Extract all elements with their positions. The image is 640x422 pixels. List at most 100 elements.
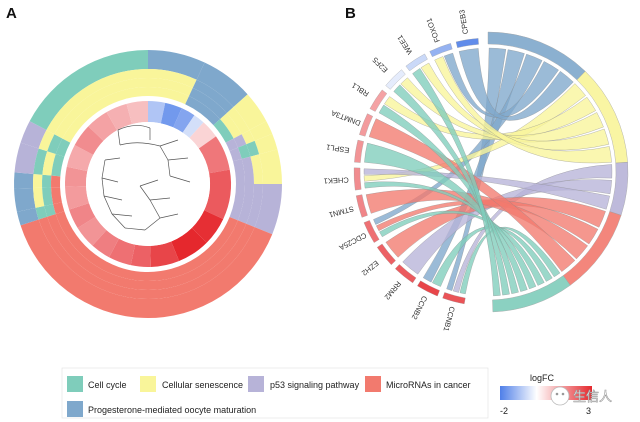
gene-sector	[395, 264, 417, 284]
pathway-annotation-cell	[220, 113, 242, 139]
gene-label: E2F5	[371, 55, 390, 74]
dendrogram-branch	[101, 159, 106, 179]
logfc-heat-cell	[69, 203, 96, 228]
dendrogram-branch	[149, 199, 161, 219]
gene-label: STMN1	[328, 204, 355, 219]
panel-label-b: B	[345, 5, 356, 22]
pathway-annotation-cell	[54, 78, 148, 139]
dendrogram-branch	[103, 195, 123, 201]
gene-label: WEE1	[395, 33, 414, 56]
dendrogram-branch	[117, 129, 121, 146]
gene-label: CCNB2	[410, 294, 430, 321]
wechat-icon-eye	[555, 392, 559, 396]
gene-label: RRM2	[383, 279, 403, 301]
pathway-annotation-cell	[233, 158, 245, 184]
pathway-annotation-cell	[42, 187, 54, 207]
pathway-annotation-cell	[249, 121, 273, 141]
legend-swatch-cell-cycle	[67, 376, 83, 392]
chord-link	[364, 142, 528, 292]
pathway-annotation-cell	[250, 154, 263, 184]
pathway-annotation-cell	[53, 202, 65, 214]
dendrogram-branch	[101, 177, 105, 197]
logfc-heat-cell	[92, 230, 119, 258]
gene-sector	[359, 113, 373, 137]
colorbar-min: -2	[500, 406, 508, 416]
gene-sector	[429, 43, 453, 57]
legend: Cell cycle Cellular senescence p53 signa…	[61, 367, 489, 419]
pathway-annotation-cell	[51, 175, 61, 188]
pathway-annotation-cell	[241, 130, 255, 145]
logfc-heat-cell	[173, 108, 195, 133]
pathway-annotation-cell	[33, 173, 43, 189]
chord-link	[378, 104, 519, 294]
pathway-annotation-cell	[47, 213, 247, 290]
pathway-annotation-cell	[20, 121, 47, 149]
gene-label: FOXO1	[424, 17, 442, 44]
pathway-annotation-cell	[55, 211, 238, 281]
wechat-icon-eye	[561, 392, 565, 396]
gene-label: EZH2	[360, 259, 381, 278]
dendrogram-branch	[149, 197, 171, 201]
dendrogram-branch	[111, 213, 126, 229]
colorbar-max: 3	[586, 406, 591, 416]
colorbar-title: logFC	[530, 373, 555, 383]
pathway-annotation-cell	[259, 149, 282, 184]
pathway-annotation-cell	[148, 69, 197, 88]
logfc-heat-cell	[189, 122, 216, 149]
pathway-annotation-cell	[241, 156, 254, 184]
chord-link	[420, 62, 610, 151]
pathway-annotation-cell	[51, 187, 62, 205]
pathway-annotation-cell	[62, 87, 149, 143]
logfc-heat-cell	[171, 227, 207, 261]
gene-sector	[385, 69, 406, 90]
pathway-annotation-cell	[44, 204, 56, 217]
dendrogram-branch	[139, 179, 159, 187]
logfc-heat-cell	[65, 186, 90, 210]
gene-label: CDC25A	[338, 231, 368, 252]
logfc-heat-cell	[191, 210, 224, 243]
dendrogram-branch	[124, 227, 146, 231]
pathway-annotation-cell	[225, 138, 238, 152]
legend-label-p53: p53 signaling pathway	[270, 380, 360, 390]
pathway-annotation-cell	[237, 144, 251, 159]
pathway-annotation-cell	[35, 206, 48, 220]
logfc-heat-cell	[106, 103, 132, 131]
pathway-annotation-cell	[38, 216, 255, 299]
dendrogram-branch	[169, 175, 191, 183]
gene-sector	[353, 167, 362, 191]
pathway-annotation-cell	[148, 50, 205, 80]
pathway-annotation-cell	[14, 142, 39, 174]
dendrogram-branch	[101, 177, 119, 183]
logfc-heat-cell	[204, 169, 231, 220]
dendrogram	[101, 125, 191, 231]
legend-swatch-cellular-senescence	[140, 376, 156, 392]
gene-sector	[376, 243, 396, 265]
logfc-heat-cell	[65, 166, 88, 187]
legend-label-micrornas: MicroRNAs in cancer	[386, 380, 471, 390]
dendrogram-branch	[119, 142, 161, 147]
logfc-heat-cell	[74, 126, 104, 155]
legend-label-cell-cycle: Cell cycle	[88, 380, 127, 390]
pathway-annotation-cell	[246, 184, 263, 228]
chord-link	[458, 48, 574, 121]
pathway-annotation-cell	[233, 134, 247, 148]
dendrogram-branch	[144, 217, 161, 231]
gene-label: CCNB1	[442, 306, 457, 333]
logfc-heat-cell	[160, 102, 182, 128]
legend-swatch-progesterone	[67, 401, 83, 417]
pathway-annotation-cell	[20, 219, 273, 318]
logfc-heat-cell	[182, 115, 204, 138]
pathway-annotation-cell	[185, 96, 221, 126]
dendrogram-branch	[111, 213, 133, 217]
pathway-annotation-cell	[192, 79, 234, 114]
logfc-heat-cell	[126, 101, 148, 125]
gene-label: ESPL1	[326, 142, 350, 155]
logfc-heat-cell	[109, 238, 136, 266]
pathway-annotation-cell	[196, 62, 248, 108]
pathway-annotation-cell	[46, 68, 148, 135]
logfc-heat-cell	[77, 216, 107, 246]
gene-sector	[442, 292, 466, 305]
dendrogram-branch	[139, 185, 151, 201]
legend-label-progesterone: Progesterone-mediated oocyte maturation	[88, 405, 256, 415]
